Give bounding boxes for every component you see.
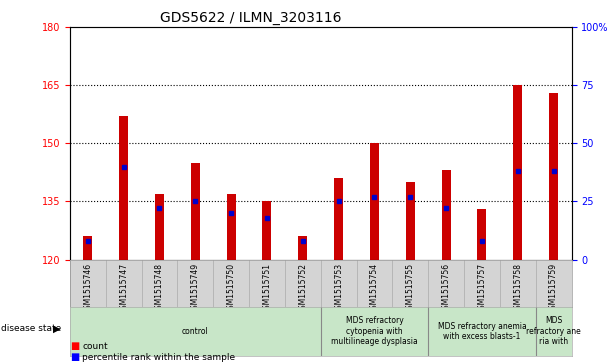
Text: GSM1515759: GSM1515759 [549, 263, 558, 314]
Bar [370, 143, 379, 260]
Text: MDS refractory anemia
with excess blasts-1: MDS refractory anemia with excess blasts… [438, 322, 527, 341]
Bar [406, 182, 415, 260]
Text: GSM1515757: GSM1515757 [477, 263, 486, 314]
Bar [83, 236, 92, 260]
Text: control: control [182, 327, 209, 336]
Text: disease state: disease state [1, 324, 61, 333]
Text: GSM1515748: GSM1515748 [155, 263, 164, 314]
Bar [549, 93, 558, 260]
Bar [513, 85, 522, 260]
Text: GDS5622 / ILMN_3203116: GDS5622 / ILMN_3203116 [160, 11, 342, 25]
Text: GSM1515753: GSM1515753 [334, 263, 343, 314]
Bar [191, 163, 200, 260]
Text: GSM1515756: GSM1515756 [441, 263, 451, 314]
Text: ■: ■ [70, 341, 79, 351]
Text: GSM1515749: GSM1515749 [191, 263, 200, 314]
Text: GSM1515754: GSM1515754 [370, 263, 379, 314]
Text: MDS refractory
cytopenia with
multilineage dysplasia: MDS refractory cytopenia with multilinea… [331, 316, 418, 346]
Text: ■: ■ [70, 352, 79, 362]
Text: GSM1515746: GSM1515746 [83, 263, 92, 314]
Text: count: count [82, 342, 108, 351]
Text: GSM1515755: GSM1515755 [406, 263, 415, 314]
Bar [441, 171, 451, 260]
Bar [263, 201, 271, 260]
Bar [155, 194, 164, 260]
Text: ▶: ▶ [54, 323, 61, 334]
Bar [477, 209, 486, 260]
Text: GSM1515751: GSM1515751 [263, 263, 272, 314]
Bar [299, 236, 307, 260]
Bar [227, 194, 236, 260]
Text: GSM1515752: GSM1515752 [299, 263, 307, 314]
Bar [334, 178, 343, 260]
Text: GSM1515750: GSM1515750 [227, 263, 236, 314]
Text: GSM1515758: GSM1515758 [513, 263, 522, 314]
Text: MDS
refractory ane
ria with: MDS refractory ane ria with [527, 316, 581, 346]
Bar [119, 116, 128, 260]
Text: percentile rank within the sample: percentile rank within the sample [82, 353, 235, 362]
Text: GSM1515747: GSM1515747 [119, 263, 128, 314]
